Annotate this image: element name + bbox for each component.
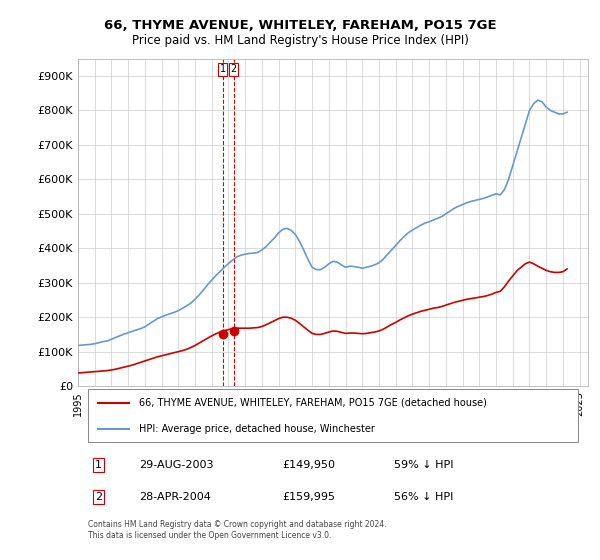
Text: 29-AUG-2003: 29-AUG-2003: [139, 460, 214, 470]
FancyBboxPatch shape: [88, 389, 578, 442]
Text: 1: 1: [220, 64, 226, 74]
Text: 59% ↓ HPI: 59% ↓ HPI: [394, 460, 454, 470]
Text: 28-APR-2004: 28-APR-2004: [139, 492, 211, 502]
Text: 2: 2: [231, 64, 237, 74]
Text: 66, THYME AVENUE, WHITELEY, FAREHAM, PO15 7GE: 66, THYME AVENUE, WHITELEY, FAREHAM, PO1…: [104, 18, 496, 32]
Text: £159,995: £159,995: [282, 492, 335, 502]
Text: Price paid vs. HM Land Registry's House Price Index (HPI): Price paid vs. HM Land Registry's House …: [131, 34, 469, 47]
Text: Contains HM Land Registry data © Crown copyright and database right 2024.
This d: Contains HM Land Registry data © Crown c…: [88, 520, 387, 540]
Text: HPI: Average price, detached house, Winchester: HPI: Average price, detached house, Winc…: [139, 423, 375, 433]
Text: £149,950: £149,950: [282, 460, 335, 470]
Text: 56% ↓ HPI: 56% ↓ HPI: [394, 492, 454, 502]
Text: 66, THYME AVENUE, WHITELEY, FAREHAM, PO15 7GE (detached house): 66, THYME AVENUE, WHITELEY, FAREHAM, PO1…: [139, 398, 487, 408]
Text: 1: 1: [95, 460, 102, 470]
Text: 2: 2: [95, 492, 102, 502]
